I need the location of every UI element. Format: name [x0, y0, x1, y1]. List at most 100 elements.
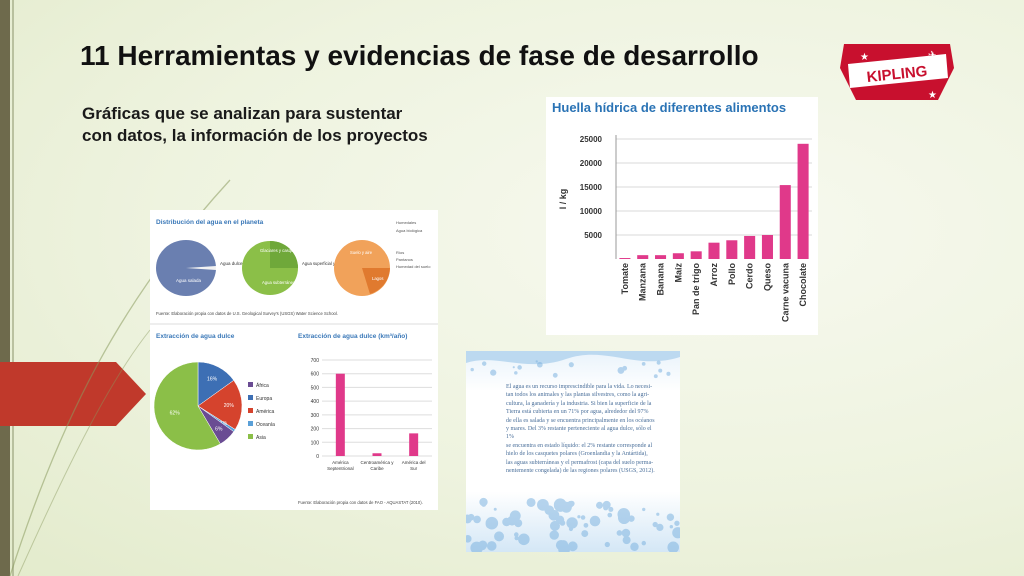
distribution-source: Fuente: Elaboración propia con datos de …	[156, 311, 338, 316]
legend-label: Oceanía	[256, 422, 275, 428]
pie-value-label: 1%	[220, 421, 228, 427]
pie-value-label: 20%	[224, 403, 235, 409]
legend-label: América	[256, 409, 275, 415]
y-tick-label: 15000	[580, 183, 603, 192]
bar-arroz	[708, 242, 720, 259]
x-tick-label: Pan de trigo	[691, 263, 701, 316]
bubble	[567, 541, 578, 552]
bubble	[480, 544, 486, 551]
x-tick-label: Maíz	[673, 263, 683, 283]
bubble	[653, 374, 658, 379]
svg-text:Humedad del suelo: Humedad del suelo	[396, 264, 431, 269]
y-tick-label: 700	[311, 358, 320, 364]
bar-banana	[655, 255, 667, 259]
bubble	[518, 533, 530, 546]
kipling-logo: KIPLING ★ ★ ✈	[840, 44, 954, 101]
water-footprint-chart-panel: Huella hídrica de diferentes alimentos 2…	[546, 97, 818, 335]
y-tick-label: 25000	[580, 135, 603, 144]
bubble	[514, 535, 519, 541]
bubble	[553, 498, 567, 512]
svg-text:★: ★	[860, 52, 869, 63]
bubble	[607, 512, 613, 518]
y-tick-label: 100	[311, 440, 320, 446]
bubble	[603, 505, 609, 511]
legend-swatch	[248, 395, 253, 400]
bubble	[549, 520, 560, 531]
x-tick-label: Cerdo	[745, 263, 755, 290]
bubble	[641, 361, 646, 366]
extraction-note-text	[156, 460, 286, 504]
bubble	[630, 542, 639, 551]
bubble	[568, 362, 574, 368]
subtitle-line-1: Gráficas que se analizan para sustentar	[82, 104, 403, 123]
legend-swatch	[248, 408, 253, 413]
extraction-bar-chart: 700 600 500 400 300 200 100 0 AméricaSeptentrion…	[311, 358, 432, 471]
bubble	[652, 521, 658, 528]
bubble	[537, 361, 543, 368]
legend-swatch	[248, 434, 253, 439]
bubble	[656, 523, 664, 532]
water-footprint-title: Huella hídrica de diferentes alimentos	[552, 100, 787, 115]
x-tick-label: Pollo	[727, 262, 737, 285]
x-tick-label: Centroamérica y	[360, 460, 394, 465]
bubble	[509, 510, 521, 522]
label-superficial: Agua superficial y otras	[302, 261, 346, 266]
bubble	[566, 517, 578, 529]
x-tick-label: Manzana	[638, 262, 648, 301]
y-tick-label: 400	[311, 399, 320, 405]
bubble	[555, 540, 567, 551]
x-tick-label: Carne vacuna	[780, 262, 790, 322]
label-agua-salada: Agua salada	[176, 278, 202, 283]
svg-text:Humedales: Humedales	[396, 220, 416, 225]
extraction-pie-title: Extracción de agua dulce	[156, 333, 235, 340]
pie-slice-américa	[197, 380, 243, 430]
bubble	[622, 536, 631, 545]
x-tick-label: Septentrional	[327, 466, 354, 471]
legend-label: África	[256, 382, 269, 389]
pie-slice-asia	[153, 361, 221, 451]
label-subterranea: Agua subterránea	[262, 280, 296, 285]
bar-carne-vacuna	[779, 185, 791, 259]
bubble	[596, 501, 604, 509]
y-tick-label: 500	[311, 385, 320, 391]
y-axis-label: l / kg	[558, 189, 568, 210]
bubble	[470, 367, 474, 372]
bar-manzana	[637, 255, 649, 259]
svg-text:Agua biológica: Agua biológica	[396, 228, 423, 233]
bubble	[466, 535, 472, 543]
label-glaciares: Glaciares y casquetes polares	[260, 248, 316, 253]
bubble	[666, 371, 671, 376]
bubble	[485, 521, 493, 529]
bar-pollo	[726, 240, 738, 259]
bubble	[514, 532, 519, 537]
bubble	[616, 530, 623, 536]
logo-text: KIPLING	[866, 63, 928, 86]
y-tick-label: 0	[316, 454, 319, 460]
bubble	[667, 541, 680, 552]
pie-value-label: 6%	[215, 427, 223, 433]
y-tick-label: 200	[311, 427, 320, 433]
x-tick-label: América del	[402, 460, 426, 465]
bubble	[580, 515, 586, 520]
bar-cerdo	[744, 235, 756, 259]
water-paragraph: El agua es un recurso imprescindible par…	[506, 384, 655, 475]
svg-text:Pantanos: Pantanos	[396, 257, 413, 262]
y-tick-label: 10000	[580, 207, 603, 216]
bubble	[494, 531, 505, 542]
bubble	[514, 371, 518, 375]
bubble	[656, 360, 661, 365]
water-distribution-panel: Distribución del agua en el planeta Agua…	[150, 210, 438, 510]
bubble	[466, 514, 472, 524]
bubble	[604, 541, 610, 548]
bubble	[517, 365, 522, 370]
bubble	[483, 363, 486, 366]
bubble	[617, 367, 625, 374]
red-arrow-decoration	[0, 362, 146, 426]
subtitle-line-2: con datos, la información de los proyect…	[82, 126, 428, 145]
x-tick-label: América	[332, 460, 349, 465]
x-tick-label: Queso	[762, 263, 772, 292]
legend-label: Europa	[256, 396, 272, 402]
bubble	[567, 500, 574, 508]
bar-chocolate	[797, 143, 809, 259]
distribution-title: Distribución del agua en el planeta	[156, 219, 264, 226]
